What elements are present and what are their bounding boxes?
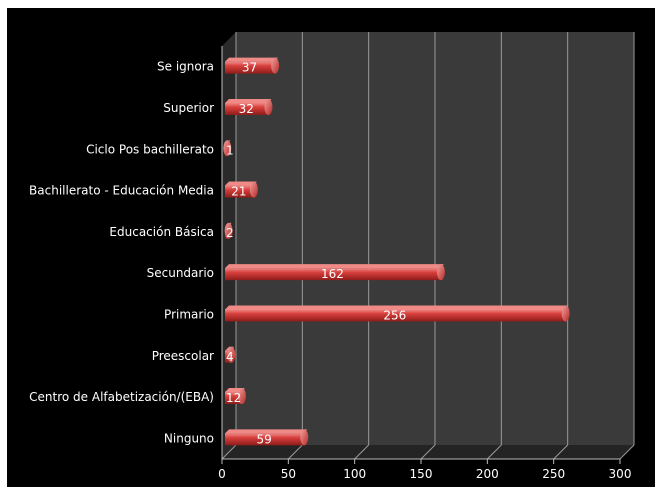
x-tick-label: 100 — [343, 467, 366, 481]
bar — [225, 57, 280, 74]
x-tick-labels: 0 50 100 150 200 250 300 — [218, 467, 631, 481]
data-label: 59 — [256, 432, 271, 446]
gridline-floor — [486, 444, 502, 460]
data-label: 12 — [226, 391, 241, 405]
chart-frame: Ninguno Centro de Alfabetización/(EBA) Pre… — [7, 8, 655, 487]
bar-front — [225, 433, 304, 446]
category-label: Ninguno — [164, 431, 214, 445]
bar — [223, 140, 232, 157]
bar-cap — [561, 305, 570, 322]
data-label: 2 — [226, 226, 234, 240]
bar-cap — [223, 140, 232, 157]
gridline-floor — [221, 444, 237, 460]
bar-top — [225, 264, 444, 269]
bar-front — [225, 102, 268, 115]
data-label: 1 — [226, 143, 234, 157]
data-label: 32 — [239, 102, 254, 116]
bar — [225, 388, 246, 405]
x-tick-label: 250 — [542, 467, 565, 481]
bar — [225, 181, 258, 198]
gridline-floor — [619, 444, 635, 460]
bar-front — [225, 185, 253, 198]
bar-cap — [300, 429, 309, 446]
bar-top — [225, 57, 279, 62]
bar — [225, 305, 570, 322]
bar-cap — [224, 222, 233, 239]
x-tick-label: 150 — [410, 467, 433, 481]
x-tick-label: 200 — [476, 467, 499, 481]
gridline-floor — [420, 444, 436, 460]
category-label: Primario — [164, 307, 214, 321]
plot-wall — [222, 32, 634, 459]
axis — [221, 46, 621, 464]
bar-chart: Ninguno Centro de Alfabetización/(EBA) Pre… — [29, 32, 635, 481]
bar — [225, 429, 309, 446]
bar-front — [225, 309, 565, 322]
bar-cap — [271, 57, 280, 74]
category-label: Educación Básica — [109, 225, 214, 239]
bar-cap — [237, 388, 246, 405]
bar — [225, 98, 273, 115]
bars — [223, 57, 570, 446]
x-tick-label: 0 — [218, 467, 226, 481]
bar-cap — [436, 264, 445, 281]
x-tick-label: 300 — [609, 467, 632, 481]
bar-top — [225, 98, 272, 103]
bar-cap — [227, 346, 236, 363]
data-label: 21 — [231, 185, 246, 199]
category-label: Ciclo Pos bachillerato — [86, 142, 214, 156]
data-label: 256 — [383, 308, 406, 322]
gridline-floor — [553, 444, 569, 460]
bar-front — [225, 268, 440, 281]
data-label: 37 — [242, 61, 257, 75]
bar-top — [225, 429, 308, 434]
bar-front — [225, 61, 275, 74]
bar — [225, 346, 236, 363]
data-label: 4 — [226, 350, 234, 364]
bar-cap — [264, 98, 273, 115]
gridline-floor — [287, 444, 303, 460]
data-labels: 59 12 4 256 162 2 21 1 32 37 — [226, 61, 406, 447]
category-label: Preescolar — [152, 349, 214, 363]
x-tick-label: 50 — [281, 467, 296, 481]
category-labels: Ninguno Centro de Alfabetización/(EBA) Pre… — [29, 60, 214, 446]
gridline-floor — [354, 444, 370, 460]
data-label: 162 — [321, 267, 344, 281]
category-label: Superior — [163, 101, 214, 115]
category-label: Centro de Alfabetización/(EBA) — [29, 390, 214, 404]
bar — [224, 222, 233, 239]
bar-top — [225, 305, 569, 310]
category-label: Se ignora — [157, 60, 214, 74]
bar-front — [225, 392, 241, 405]
bar-cap — [249, 181, 258, 198]
bar — [225, 264, 445, 281]
bar-top — [225, 181, 257, 186]
category-label: Bachillerato - Educación Media — [29, 184, 214, 198]
category-label: Secundario — [147, 266, 214, 280]
